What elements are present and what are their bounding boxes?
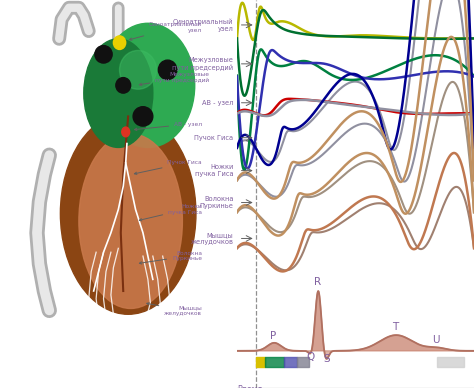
- Text: Пучок Гиса: Пучок Гиса: [135, 161, 202, 175]
- Ellipse shape: [95, 45, 112, 63]
- Ellipse shape: [122, 127, 130, 137]
- Ellipse shape: [158, 60, 177, 80]
- Text: Время,
мс: Время, мс: [237, 385, 265, 388]
- Text: Ножки
пучка Гиса: Ножки пучка Гиса: [195, 164, 234, 177]
- Text: Мышцы
желудочков: Мышцы желудочков: [147, 303, 202, 316]
- Text: Волокна
Пуркинье: Волокна Пуркинье: [200, 196, 234, 209]
- Text: P: P: [271, 331, 277, 341]
- Bar: [284, 357, 297, 367]
- Ellipse shape: [84, 39, 153, 147]
- Text: Волокна
Пуркинье: Волокна Пуркинье: [139, 251, 202, 264]
- Ellipse shape: [101, 23, 195, 147]
- Text: Q: Q: [307, 352, 315, 362]
- Text: U: U: [432, 335, 440, 345]
- Text: Мышцы
желудочков: Мышцы желудочков: [191, 232, 234, 245]
- Text: АВ - узел: АВ - узел: [135, 122, 202, 130]
- Ellipse shape: [119, 50, 156, 89]
- Text: Синоатриальный
узел: Синоатриальный узел: [173, 18, 234, 32]
- Text: Пучок Гиса: Пучок Гиса: [194, 135, 234, 141]
- Ellipse shape: [79, 134, 182, 308]
- Bar: [255, 357, 265, 367]
- Bar: [297, 357, 310, 367]
- Text: R: R: [314, 277, 321, 286]
- Text: T: T: [392, 322, 399, 332]
- Bar: [437, 357, 464, 367]
- Text: Межузловые
пути предсердий: Межузловые пути предсердий: [173, 57, 234, 71]
- Ellipse shape: [60, 113, 196, 314]
- Bar: [265, 357, 284, 367]
- Ellipse shape: [133, 107, 153, 126]
- Text: Межузловые
пути предсердий: Межузловые пути предсердий: [139, 72, 210, 85]
- Text: АВ - узел: АВ - узел: [202, 100, 234, 106]
- Ellipse shape: [113, 36, 126, 49]
- Ellipse shape: [116, 78, 131, 93]
- Text: Синоатриальный
узел: Синоатриальный узел: [129, 22, 202, 40]
- Text: S: S: [323, 354, 330, 364]
- Text: Ножки
пучка Гиса: Ножки пучка Гиса: [139, 204, 202, 221]
